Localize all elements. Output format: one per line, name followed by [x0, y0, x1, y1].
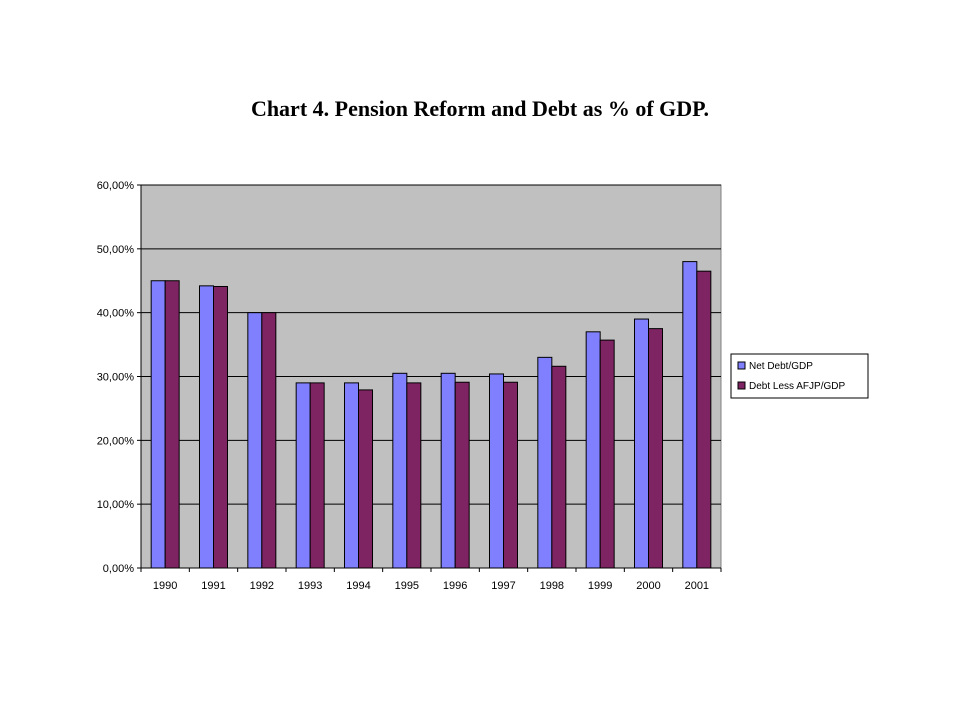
bar-net-debt-1998: [537, 356, 553, 569]
bar-net-debt-1994: [344, 382, 359, 569]
bar-debt-less-afjp-1996: [454, 381, 470, 569]
bar-net-debt-1993: [295, 382, 311, 569]
bar-net-debt-1996: [440, 372, 456, 569]
x-tick-label: 1995: [395, 580, 419, 592]
bar-debt-less-afjp-2000: [648, 328, 663, 569]
y-tick-label: 40,00%: [97, 308, 135, 320]
bar-debt-less-afjp-1992: [261, 312, 277, 569]
x-tick-label: 1991: [201, 580, 225, 592]
bar-debt-less-afjp-1991: [213, 285, 228, 569]
x-tick-label: 1990: [153, 580, 177, 592]
y-tick-label: 0,00%: [103, 563, 134, 575]
x-tick-label: 1993: [298, 580, 322, 592]
y-tick-label: 50,00%: [97, 244, 135, 256]
bar-debt-less-afjp-1993: [309, 382, 325, 569]
bar-net-debt-1995: [392, 372, 408, 569]
x-tick-label: 1994: [346, 580, 370, 592]
bar-net-debt-1991: [199, 285, 214, 569]
x-tick-label: 1997: [491, 580, 515, 592]
y-tick-label: 30,00%: [97, 372, 135, 384]
bar-debt-less-afjp-1999: [599, 339, 615, 569]
bar-net-debt-1992: [247, 312, 263, 569]
x-tick-label: 1996: [443, 580, 467, 592]
x-tick-label: 1992: [250, 580, 274, 592]
x-tick-label: 1998: [540, 580, 564, 592]
legend-label: Net Debt/GDP: [749, 361, 813, 372]
bar-debt-less-afjp-1990: [164, 280, 180, 569]
bar-debt-less-afjp-1997: [503, 381, 518, 569]
legend-label: Debt Less AFJP/GDP: [749, 381, 845, 392]
bar-debt-less-afjp-1995: [406, 382, 422, 569]
bar-net-debt-1990: [150, 280, 166, 569]
legend-swatch: [737, 381, 746, 390]
x-tick-label: 1999: [588, 580, 612, 592]
bar-net-debt-2000: [634, 318, 649, 569]
legend-swatch: [737, 361, 746, 370]
bar-debt-less-afjp-2001: [696, 270, 712, 569]
bar-net-debt-1999: [585, 331, 601, 569]
y-tick-label: 20,00%: [97, 435, 135, 447]
bar-net-debt-2001: [682, 261, 698, 569]
bar-debt-less-afjp-1998: [551, 365, 567, 569]
x-tick-label: 2001: [685, 580, 709, 592]
bar-net-debt-1997: [489, 373, 504, 569]
y-tick-label: 10,00%: [97, 499, 135, 511]
x-tick-label: 2000: [636, 580, 660, 592]
y-tick-label: 60,00%: [97, 180, 135, 192]
bar-debt-less-afjp-1994: [358, 389, 373, 569]
legend-box: [730, 353, 869, 399]
chart-title: Chart 4. Pension Reform and Debt as % of…: [250, 96, 710, 121]
